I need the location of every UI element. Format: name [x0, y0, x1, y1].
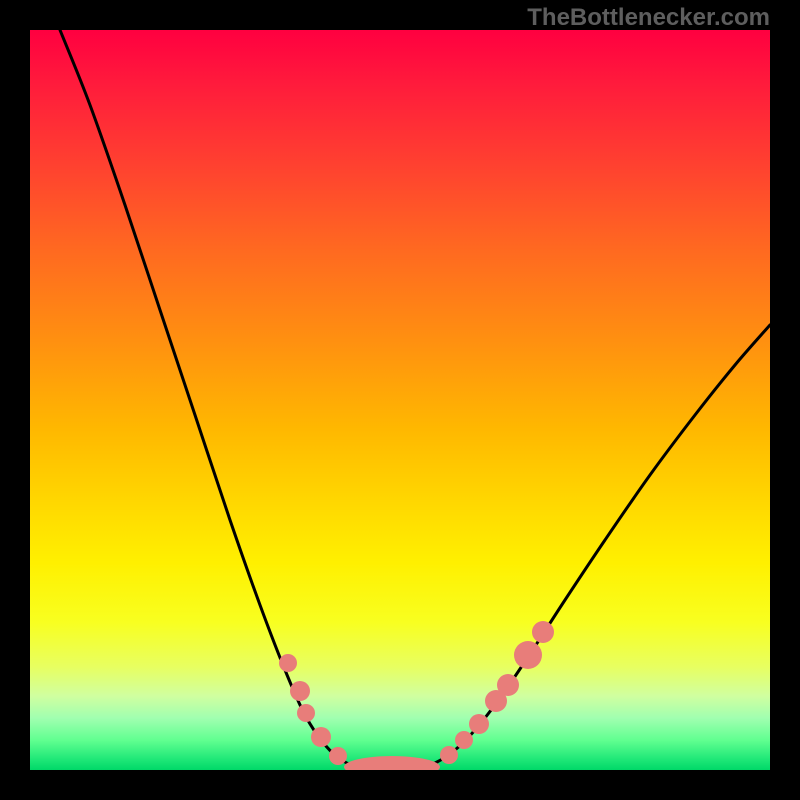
curve-marker	[311, 727, 331, 747]
curve-marker	[514, 641, 542, 669]
bottleneck-curve	[30, 30, 770, 770]
plot-area	[30, 30, 770, 770]
curve-marker	[469, 714, 489, 734]
curve-marker	[455, 731, 473, 749]
curve-marker	[497, 674, 519, 696]
curve-path	[60, 30, 770, 770]
curve-marker	[329, 747, 347, 765]
curve-marker	[279, 654, 297, 672]
curve-marker	[297, 704, 315, 722]
curve-marker	[290, 681, 310, 701]
chart-stage: TheBottlenecker.com	[0, 0, 800, 800]
curve-marker	[532, 621, 554, 643]
curve-valley-marker	[344, 756, 440, 770]
curve-markers	[279, 621, 554, 770]
curve-marker	[440, 746, 458, 764]
watermark-text: TheBottlenecker.com	[527, 4, 770, 32]
